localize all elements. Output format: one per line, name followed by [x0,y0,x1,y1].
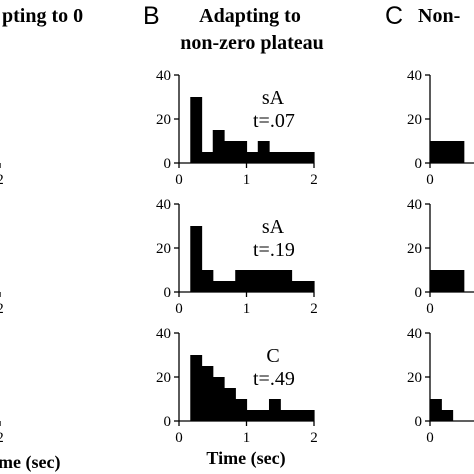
panel-b-row3-bar [224,388,236,421]
panel-c-row3-x-tick-label: 0 [426,430,434,446]
panel-b-row2-y-tick-label: 40 [156,197,171,213]
panel-c-row1-bar [441,141,454,163]
panel-b-row2-bar [268,270,281,292]
panel-b-row3-y-tick-label: 40 [156,326,171,342]
panel-b-row1-bar [224,141,236,163]
panel-c-row3-bar [441,410,454,421]
panel-c-row1-bar [452,141,465,163]
panel-b-row3-annotation-time-constant: t=.49 [253,368,295,390]
histogram-grid: 02040012fAt=.0302040012Ct=.2702040012Ct=… [0,68,474,446]
panel-b-row3-bar [212,377,225,421]
panel-b-row3-x-tick-label: 2 [310,430,318,446]
panel-b-header-line1: Adapting to [199,5,301,27]
panel-b-row1-y-tick-label: 40 [156,68,171,84]
panel-b-row3-bar [280,410,293,421]
panel-b-row1-plot: 0 20 40 0 1 2 sAt=.07 [156,68,318,188]
panel-c-row2-bar [430,270,442,292]
panel-b-row3-bar [291,410,304,421]
panel-b-row1-bar [302,152,315,163]
panel-c-row2-y-tick-label: 40 [407,197,422,213]
panel-b-row1-bar [257,141,270,163]
panel-c-header: Non- [418,5,460,27]
panel-b-row2-bar [302,281,315,292]
panel-b-row2-bar [212,281,225,292]
panel-b-row2-bar [201,270,214,292]
panel-a-x-axis-label: me (sec) [0,452,60,473]
panel-b-row2-bar [246,270,259,292]
panel-b-row1-x-tick-label: 0 [175,172,183,188]
panel-c-row3-y-tick-label: 40 [407,326,422,342]
panel-b-row2-x-tick-label: 2 [310,301,318,317]
panel-b-row1-bar [190,97,203,163]
panel-b-row1-annotation-label: sA [262,87,285,109]
panel-a-row2-x-tick-label: 2 [0,301,4,317]
panel-c-row2-bar [441,270,454,292]
panel-b-row1-bar [201,152,214,163]
panel-b-row2-annotation-label: sA [262,216,285,238]
panel-c-row1-y-tick-label: 0 [415,156,423,172]
panel-c-row2-y-tick-label: 0 [415,285,423,301]
panel-b-row3-bar [268,399,281,421]
panel-b-row3-plot: 0 20 40 0 1 2 Ct=.49 [156,326,318,446]
panel-b-row2-bar [280,270,293,292]
panel-b-row1-y-tick-label: 0 [164,156,172,172]
panel-b-row3-bar [257,410,270,421]
panel-b-row2-bar [291,281,304,292]
panel-c-row3-bar [430,399,442,421]
panel-c-row2-x-tick-label: 0 [426,301,434,317]
panel-b-row2-bar [235,270,248,292]
panel-b-row3-annotation-label: C [266,345,279,367]
panel-b-row2-y-tick-label: 20 [156,241,171,257]
panel-c-row2-bar [452,270,465,292]
panel-b-row1-bar [246,152,259,163]
panel-a-header: pting to 0 [2,5,83,27]
panel-c-row3-y-tick-label: 0 [415,414,423,430]
panel-b-row3-bar [235,399,248,421]
panel-b-row1-bar [212,130,225,163]
panel-b-x-axis-label: Time (sec) [206,448,285,469]
panel-b-row2-bar [257,270,270,292]
panel-c-row1-bar [430,141,442,163]
panel-c-row3-y-tick-label: 20 [407,370,422,386]
panel-b-row1-annotation-time-constant: t=.07 [253,110,295,132]
panel-b-row2-annotation-time-constant: t=.19 [253,239,295,261]
panel-b-row3-bar [246,410,259,421]
panel-b-row3-x-tick-label: 1 [243,430,251,446]
panel-a-row3-x-tick-label: 2 [0,430,4,446]
panel-b-row2-y-tick-label: 0 [164,285,172,301]
panel-a-row1-x-tick-label: 2 [0,172,4,188]
panel-b-header-line2: non-zero plateau [180,32,324,54]
panel-b-row2-bar [190,226,203,292]
panel-b-row2-bar [224,281,236,292]
panel-c-row2-y-tick-label: 20 [407,241,422,257]
panel-c-row1-y-tick-label: 20 [407,112,422,128]
panel-b-row1-x-tick-label: 2 [310,172,318,188]
panel-a-row1-plot: 02040012fAt=.03 [0,163,4,188]
panel-b-row3-bar [190,355,203,421]
panel-b-row1-bar [291,152,304,163]
panel-b-row3-x-tick-label: 0 [175,430,183,446]
panel-b-row2-x-tick-label: 0 [175,301,183,317]
panel-b-row1-bar [268,152,281,163]
panel-b-row1-y-tick-label: 20 [156,112,171,128]
panel-b-row3-bar [201,366,214,421]
panel-b-row3-bar [302,410,315,421]
panel-b-letter: B [143,2,160,30]
panel-b-row3-y-tick-label: 0 [164,414,172,430]
panel-b-row3-y-tick-label: 20 [156,370,171,386]
panel-c-letter: C [385,2,403,30]
panel-b-row1-bar [235,141,248,163]
panel-b-row2-plot: 0 20 40 0 1 2 sAt=.19 [156,197,318,317]
panel-c-row1-x-tick-label: 0 [426,172,434,188]
panel-b-row2-x-tick-label: 1 [243,301,251,317]
panel-b-row1-x-tick-label: 1 [243,172,251,188]
panel-c-row1-y-tick-label: 40 [407,68,422,84]
panel-b-row1-bar [280,152,293,163]
